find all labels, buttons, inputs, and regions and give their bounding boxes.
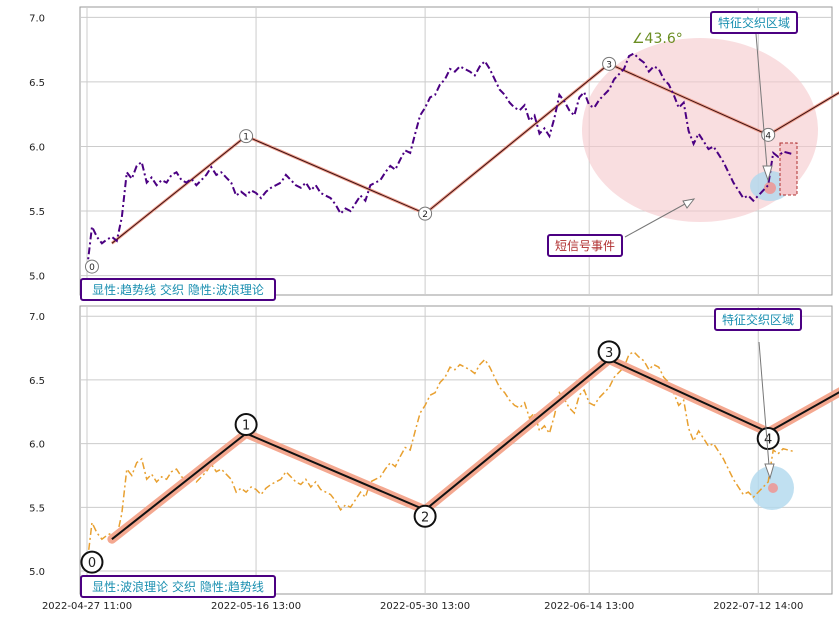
y-tick-label: 5.0 (29, 272, 45, 283)
top-wave-labels: 012345c (84, 56, 776, 274)
wave-zigzag-line (111, 358, 839, 540)
wave-point-label: 2 (421, 510, 429, 525)
x-tick-label: 2022-06-14 13:00 (544, 601, 634, 612)
wave-point-label: 3 (606, 60, 612, 70)
y-tick-label: 6.0 (29, 142, 45, 153)
wave-point-label: 2 (422, 210, 428, 220)
bottom-y-ticks: 5.0 5.5 6.0 6.5 7.0 (29, 312, 45, 578)
short-signal-label-box (547, 234, 623, 257)
x-axis-ticks: 2022-04-27 11:00 2022-05-16 13:00 2022-05-… (42, 601, 803, 612)
y-tick-label: 6.0 (29, 440, 45, 451)
bottom-plot-frame (79, 305, 833, 595)
wave-point-label: 1 (242, 419, 250, 434)
bottom-wave-labels: 012345abc (80, 340, 780, 574)
top-y-ticks: 5.0 5.5 6.0 6.5 7.0 (29, 13, 45, 282)
top-wave-zigzag (110, 62, 839, 245)
bottom-feature-zone-dot (768, 483, 778, 493)
bottom-price-series (86, 350, 794, 565)
wave-point-marker (239, 129, 254, 144)
bottom-feature-zone-label-box (714, 308, 802, 331)
top-price-series (86, 52, 794, 270)
y-tick-label: 5.0 (29, 567, 45, 578)
y-tick-label: 5.5 (29, 207, 45, 218)
short-signal-label: 短信号事件 (555, 239, 615, 253)
feature-zone-label-box (710, 11, 798, 34)
short-signal-arrowhead (682, 198, 696, 209)
wave-point-marker (597, 340, 621, 364)
feature-zone-arrowhead (762, 165, 773, 182)
y-tick-label: 5.5 (29, 503, 45, 514)
top-caption-box (80, 278, 276, 301)
wave-point-label: 0 (89, 263, 95, 273)
angle-label: ∠43.6° (632, 31, 683, 47)
wave-point-label: 0 (88, 556, 96, 571)
x-tick-label: 2022-05-30 13:00 (380, 601, 470, 612)
bottom-feature-zone-arrow (758, 341, 771, 479)
y-tick-label: 6.5 (29, 78, 45, 89)
y-tick-label: 7.0 (29, 13, 45, 24)
y-tick-label: 6.5 (29, 376, 45, 387)
x-tick-label: 2022-05-16 13:00 (211, 601, 301, 612)
y-tick-label: 7.0 (29, 312, 45, 323)
top-caption: 显性:趋势线 交织 隐性:波浪理论 (92, 282, 264, 297)
bottom-feature-zone-arrowhead (764, 463, 775, 480)
bottom-caption: 显性:波浪理论 交织 隐性:趋势线 (92, 579, 264, 594)
wave-point-marker (413, 504, 437, 528)
wave-point-marker (80, 550, 104, 574)
bottom-wave-zigzag (107, 354, 839, 544)
bottom-panel: 5.05.56.06.57.0 012345abc 特征交织区域 显性:波浪理论… (29, 305, 839, 598)
wave-point-marker (756, 427, 780, 451)
wave-point-marker (84, 259, 99, 274)
price-series-line (86, 350, 794, 565)
feature-zone-box (779, 142, 798, 196)
wave-point-marker (234, 413, 258, 437)
wave-point-label: 4 (764, 433, 772, 448)
x-tick-label: 2022-04-27 11:00 (42, 601, 132, 612)
wave-point-label: 3 (605, 346, 613, 361)
wave-point-marker (418, 206, 433, 221)
feature-zone-arrow (755, 33, 769, 181)
x-tick-label: 2022-07-12 14:00 (713, 601, 803, 612)
short-signal-arrow (624, 198, 695, 238)
wave-point-label: 1 (243, 133, 249, 143)
bottom-caption-box (80, 575, 276, 598)
bottom-feature-zone-label: 特征交织区域 (722, 312, 794, 327)
wave-point-marker (602, 56, 617, 71)
feature-zone-label: 特征交织区域 (718, 15, 790, 30)
price-series-line (86, 52, 794, 270)
feature-zone-dot (764, 182, 776, 194)
wave-point-label: 4 (765, 131, 771, 141)
wave-zigzag-line (111, 63, 839, 244)
